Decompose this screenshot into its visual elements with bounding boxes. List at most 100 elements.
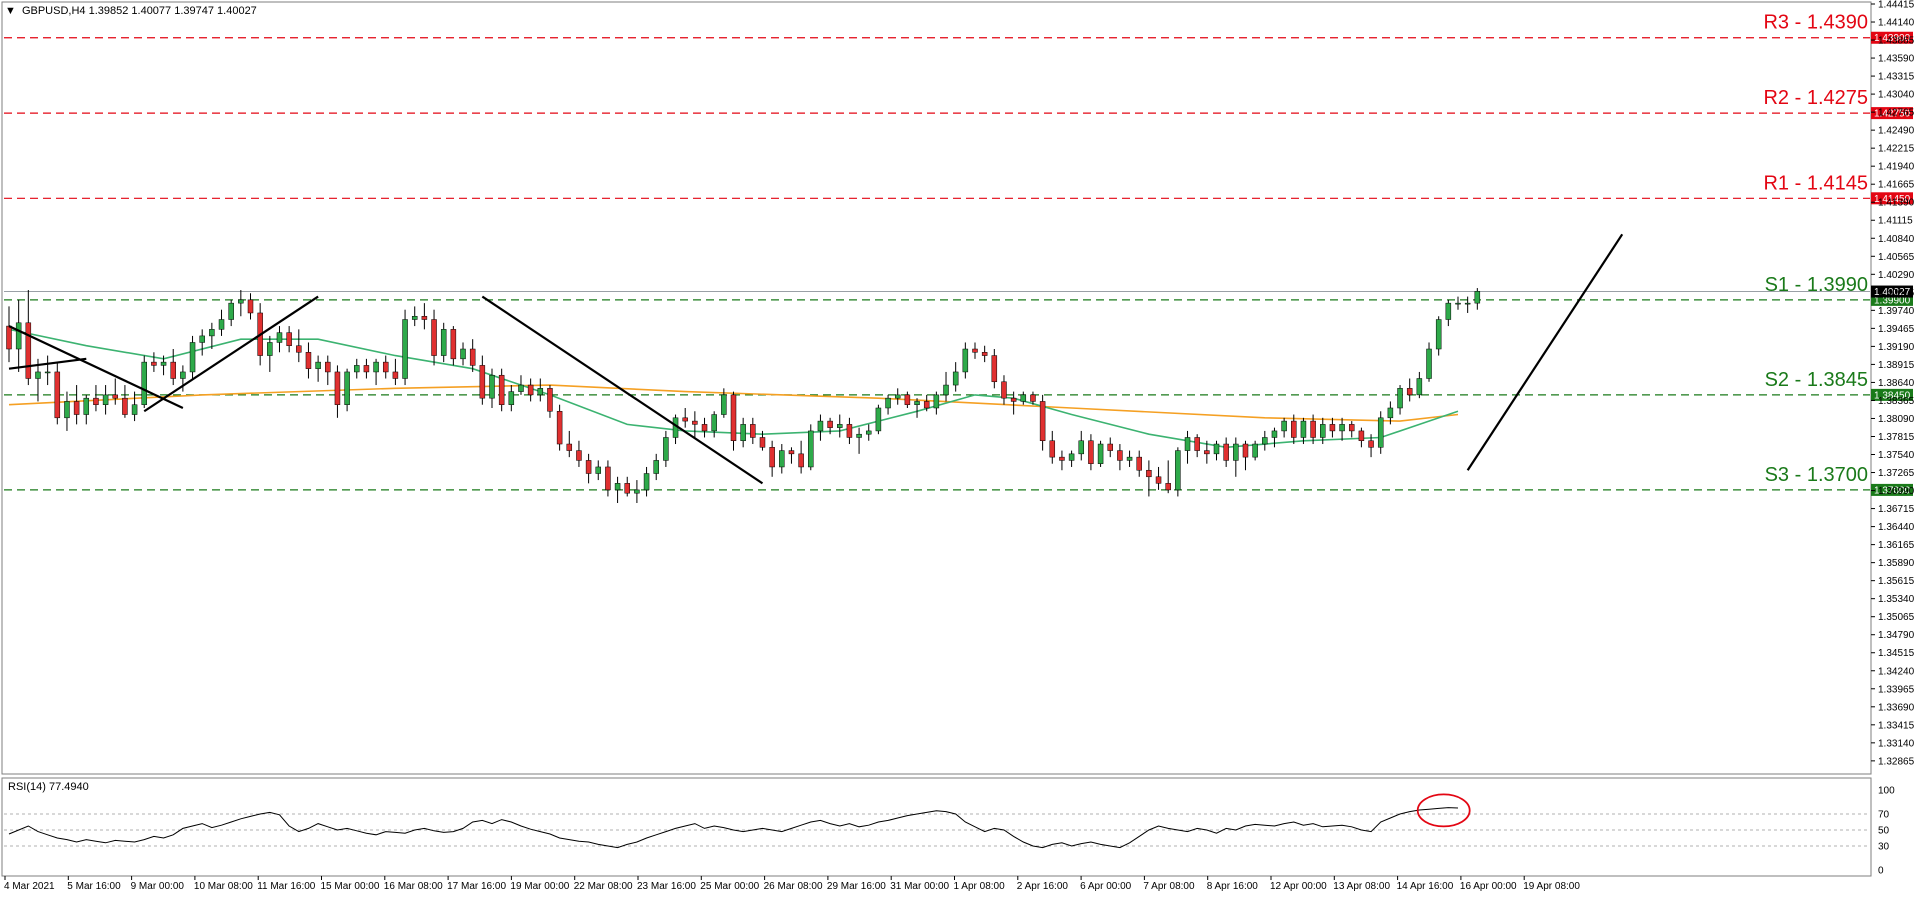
- y-tick-label: 1.44415: [1878, 0, 1915, 11]
- candle: [334, 365, 341, 418]
- candle: [827, 417, 833, 435]
- candle: [556, 404, 563, 451]
- candle-body-bear: [1165, 483, 1171, 491]
- candle-body-bear: [1348, 424, 1355, 432]
- candle-body-bear: [1406, 388, 1413, 396]
- y-tick-label: 1.35340: [1878, 594, 1915, 605]
- candle: [1155, 466, 1162, 490]
- candle-body-bull: [1175, 450, 1181, 491]
- rsi-tick-label: 0: [1878, 866, 1884, 877]
- candle-body-bull: [83, 397, 90, 415]
- candle-body-bear: [122, 397, 128, 415]
- candle: [151, 352, 157, 372]
- candle: [952, 362, 959, 392]
- candle-body-bull: [653, 460, 659, 474]
- candle: [1320, 417, 1326, 445]
- candle-body-bull: [634, 489, 640, 494]
- candle-body-bull: [35, 371, 41, 379]
- candle: [1445, 299, 1452, 327]
- level-label-s1: S1 - 1.3990: [1765, 274, 1868, 296]
- candle: [1078, 430, 1085, 461]
- candle: [44, 355, 51, 386]
- candle: [209, 322, 215, 350]
- candle: [344, 368, 350, 412]
- candle: [431, 309, 437, 366]
- level-label-r3: R3 - 1.4390: [1763, 12, 1868, 34]
- y-tick-label: 1.33965: [1878, 684, 1915, 695]
- candle: [1088, 434, 1094, 471]
- candle: [750, 417, 756, 445]
- candle: [73, 385, 80, 425]
- candle-body-bear: [1329, 424, 1336, 432]
- rsi-tick-label: 30: [1878, 842, 1890, 853]
- candle-body-bear: [1010, 397, 1017, 402]
- candle: [228, 299, 234, 327]
- candle: [122, 385, 128, 418]
- candle-body-bull: [489, 374, 495, 399]
- candle: [701, 417, 708, 438]
- candle-body-bull: [189, 342, 196, 373]
- candle-body-bull: [209, 329, 215, 337]
- candle-body-bull: [614, 483, 621, 491]
- candle: [1368, 434, 1374, 458]
- candle-body-bull: [1426, 348, 1432, 379]
- y-tick-label: 1.34240: [1878, 666, 1915, 677]
- candle: [325, 355, 331, 386]
- candle-body-bull: [837, 424, 843, 428]
- y-tick-label: 1.36440: [1878, 522, 1915, 533]
- chart-title: ▼ GBPUSD,H4 1.39852 1.40077 1.39747 1.40…: [5, 5, 257, 17]
- candle: [218, 309, 225, 336]
- candle: [1262, 430, 1268, 451]
- x-tick-label: 4 Mar 2021: [4, 881, 55, 892]
- candle-body-bull: [1435, 319, 1442, 350]
- y-tick-label: 1.35890: [1878, 558, 1915, 569]
- rsi-highlight-ellipse: [1416, 793, 1471, 828]
- candle-body-bear: [1155, 476, 1162, 484]
- candle-body-bull: [373, 361, 379, 373]
- candle-body-bull: [721, 394, 727, 415]
- candle: [354, 358, 360, 379]
- candle: [605, 460, 611, 497]
- candle: [189, 335, 196, 379]
- y-tick-label: 1.43315: [1878, 72, 1915, 83]
- candle-body-bull: [875, 407, 882, 432]
- level-axis-badge-label: 1.42750: [1874, 109, 1911, 120]
- level-axis-badge-label: 1.43900: [1874, 33, 1911, 44]
- candle-body-bear: [991, 355, 998, 383]
- candle: [1358, 427, 1365, 448]
- candle: [1291, 414, 1297, 445]
- candle-body-bear: [605, 466, 611, 491]
- candle-body-bull: [1262, 437, 1268, 445]
- candle-body-bull: [595, 466, 602, 474]
- candle-body-bear: [981, 352, 988, 356]
- y-tick-label: 1.42490: [1878, 126, 1915, 137]
- y-tick-label: 1.42765: [1878, 108, 1915, 119]
- candle: [141, 355, 147, 408]
- candle: [479, 355, 486, 405]
- x-tick-label: 9 Mar 00:00: [131, 881, 185, 892]
- candle-body-bear: [1291, 420, 1297, 438]
- candle-body-bear: [479, 365, 486, 399]
- candle: [1126, 450, 1133, 467]
- candle-body-bear: [382, 361, 389, 373]
- candle: [1474, 288, 1481, 310]
- candle-body-bull: [1252, 443, 1258, 458]
- candle-body-bull: [1068, 453, 1075, 461]
- y-tick-label: 1.40015: [1878, 288, 1915, 299]
- candle: [1001, 375, 1007, 405]
- candle-body-bear: [624, 483, 630, 494]
- level-axis-badge: [1871, 483, 1913, 496]
- chart-symbol-header: GBPUSD,H4 1.39852 1.40077 1.39747 1.4002…: [22, 5, 257, 17]
- candle: [1010, 391, 1017, 415]
- y-tick-label: 1.40565: [1878, 252, 1915, 263]
- candle-body-bear: [450, 329, 457, 360]
- level-axis-badge-label: 1.38450: [1874, 390, 1911, 401]
- rsi-pane-frame: [1, 777, 1872, 877]
- x-tick-label: 5 Mar 16:00: [67, 881, 121, 892]
- y-tick-label: 1.41940: [1878, 162, 1915, 173]
- candle-body-bull: [440, 329, 447, 356]
- candle-body-bull: [1474, 291, 1481, 304]
- candle: [180, 365, 186, 392]
- title-arrow-icon: ▼: [5, 5, 16, 17]
